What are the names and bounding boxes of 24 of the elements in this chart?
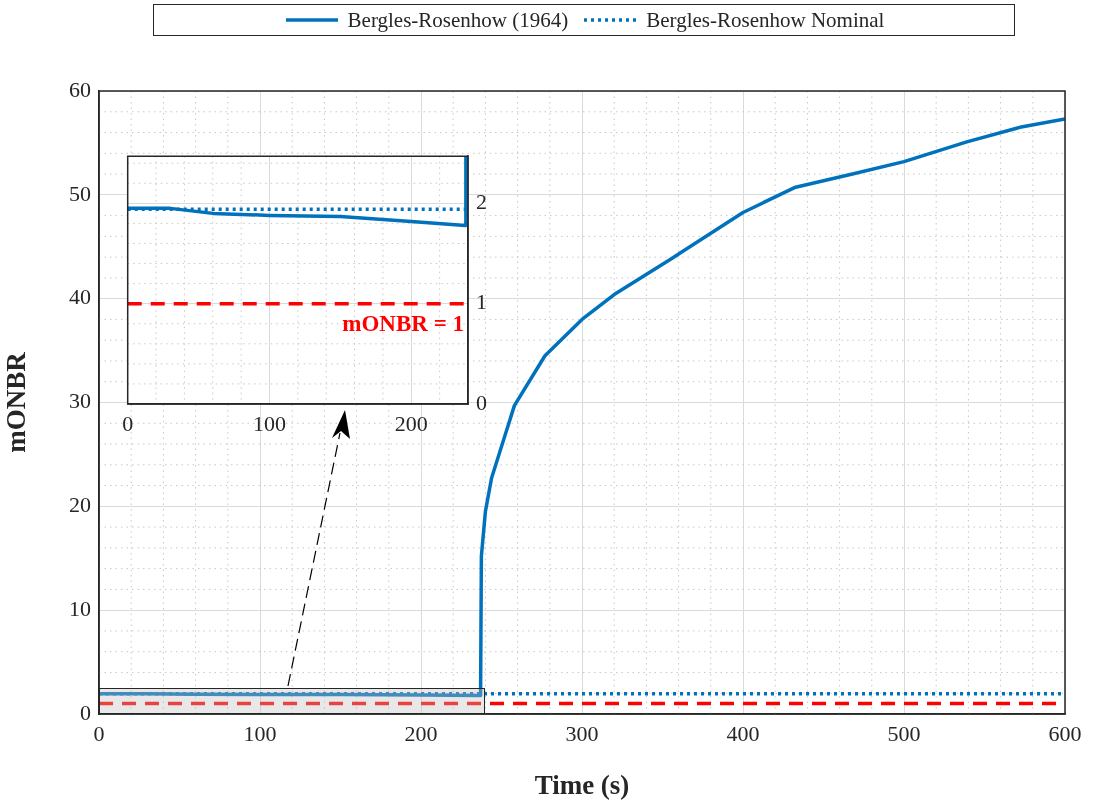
y-tick-label: 60 <box>69 76 91 102</box>
y-tick-label: 0 <box>80 699 91 725</box>
y-tick-label: 10 <box>69 595 91 621</box>
y-axis-title: mONBR <box>1 351 32 453</box>
y-tick-label: 1 <box>476 289 487 315</box>
legend-label: Bergles-Rosenhow Nominal <box>646 7 885 33</box>
y-tick-label: 20 <box>69 492 91 518</box>
x-tick-label: 600 <box>1048 720 1082 746</box>
y-tick-label: 50 <box>69 180 91 206</box>
x-tick-label: 100 <box>243 720 277 746</box>
y-tick-label: 0 <box>476 389 487 415</box>
y-tick-label: 2 <box>476 189 487 215</box>
x-tick-label: 200 <box>394 410 428 436</box>
x-tick-label: 400 <box>726 720 760 746</box>
x-axis-title: Time (s) <box>534 769 630 800</box>
x-tick-label: 500 <box>887 720 921 746</box>
x-tick-label: 200 <box>404 720 438 746</box>
y-tick-label: 30 <box>69 388 91 414</box>
x-tick-label: 300 <box>565 720 599 746</box>
y-tick-label: 40 <box>69 284 91 310</box>
x-tick-label: 100 <box>252 410 286 436</box>
ref-line-label: mONBR = 1 <box>342 311 464 337</box>
legend-label: Bergles-Rosenhow (1964) <box>347 7 569 33</box>
x-tick-label: 0 <box>122 410 134 436</box>
